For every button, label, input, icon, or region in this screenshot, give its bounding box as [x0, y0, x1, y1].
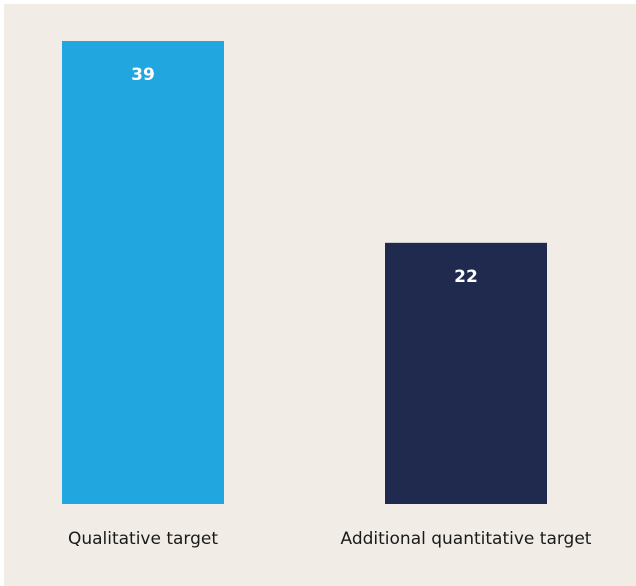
value-label: 22	[454, 267, 478, 287]
x-tick-label: Qualitative target	[68, 529, 218, 549]
bar	[62, 41, 224, 504]
x-tick-label: Additional quantitative target	[341, 529, 592, 549]
bar	[385, 242, 547, 505]
value-label: 39	[131, 65, 155, 85]
